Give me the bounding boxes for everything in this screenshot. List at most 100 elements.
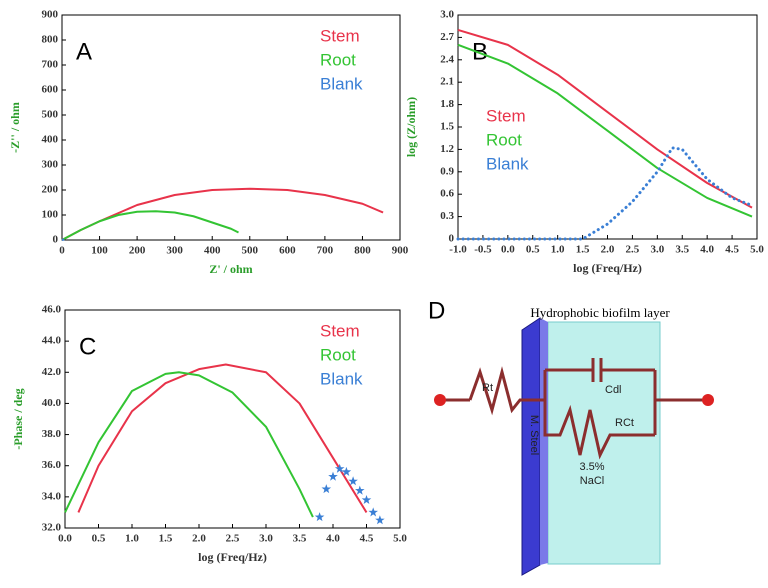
plot-frame: [61, 14, 401, 241]
series-line: [457, 28, 753, 209]
biofilm: [547, 321, 661, 565]
steel-label: M. Steel: [528, 415, 540, 455]
x-tick-label: -1.0: [449, 244, 467, 256]
x-tick-label: 2.0: [601, 244, 615, 256]
terminal: [702, 394, 714, 406]
plot-frame: [64, 309, 401, 529]
y-tick-label: 300: [42, 159, 59, 171]
series-line: [456, 146, 754, 241]
star-marker: [321, 484, 332, 494]
solution-label: NaCl: [580, 475, 604, 487]
x-tick-label: 4.5: [360, 533, 374, 545]
y-tick-label: 44.0: [42, 335, 62, 347]
legend-entry: Blank: [486, 154, 529, 173]
rct-label: RCt: [615, 417, 634, 429]
star-marker: [375, 515, 385, 525]
x-axis-label: Z' / ohm: [209, 262, 252, 276]
y-tick-label: 3.0: [440, 9, 454, 21]
y-tick-label: 40.0: [42, 397, 62, 409]
star-marker: [361, 495, 372, 504]
x-tick-label: 4.0: [326, 533, 340, 545]
chart-panel: 0 100 200 300 400 500 600 700 800 900 0 100 200 300 40…: [8, 9, 409, 276]
x-tick-label: 400: [204, 245, 221, 257]
x-tick-label: 300: [166, 245, 183, 257]
y-tick-label: 600: [42, 84, 59, 96]
y-tick-label: 46.0: [42, 304, 62, 316]
x-axis-label: log (Freq/Hz): [198, 550, 267, 564]
x-tick-label: 0.0: [58, 533, 72, 545]
y-tick-label: 500: [42, 109, 59, 121]
circuit: [442, 358, 706, 460]
panel-label: B: [472, 38, 488, 65]
x-tick-label: 200: [129, 245, 146, 257]
legend-entry: Stem: [320, 321, 360, 340]
x-tick-label: 900: [392, 245, 409, 257]
panel-label: A: [76, 38, 92, 65]
x-tick-label: 0.0: [501, 244, 515, 256]
series-line: [61, 187, 384, 241]
x-tick-label: 2.5: [626, 244, 640, 256]
star-marker: [328, 471, 338, 481]
y-tick-label: 0: [449, 233, 455, 245]
x-tick-label: 3.5: [675, 244, 689, 256]
x-tick-label: 4.5: [725, 244, 739, 256]
cdl-label: Cdl: [605, 384, 622, 396]
legend-entry: Blank: [320, 74, 363, 93]
star-marker: [368, 507, 378, 517]
y-tick-label: 1.5: [440, 121, 454, 133]
x-tick-label: 3.5: [293, 533, 307, 545]
y-tick-label: 38.0: [42, 428, 62, 440]
legend-entry: Stem: [320, 26, 360, 45]
x-tick-label: 100: [91, 245, 108, 257]
y-tick-label: 200: [42, 184, 59, 196]
x-tick-label: 4.0: [700, 244, 714, 256]
panel-label: C: [79, 333, 96, 360]
y-tick-label: 1.2: [440, 143, 454, 155]
y-tick-label: 42.0: [42, 366, 62, 378]
series-line: [457, 43, 753, 218]
x-tick-label: 3.0: [650, 244, 664, 256]
x-tick-label: 1.0: [551, 244, 565, 256]
y-tick-label: 800: [42, 34, 59, 46]
star-marker: [348, 476, 358, 486]
chart-panel: -1.0 -0.5 0.0 0.5 1.0 1.5 2.0 2.5 3.0 3.5 4.0 4.5 5.…: [404, 9, 765, 275]
x-tick-label: 0.5: [92, 533, 106, 545]
y-tick-label: 0: [53, 234, 59, 246]
x-tick-label: 5.0: [750, 244, 764, 256]
y-tick-label: 1.8: [440, 98, 454, 110]
star-marker: [334, 463, 345, 473]
y-axis-label: -Phase / deg: [11, 388, 25, 449]
x-tick-label: 1.5: [159, 533, 173, 545]
x-tick-label: 600: [279, 245, 296, 257]
rt-label: Rt: [482, 382, 493, 394]
y-tick-label: 32.0: [42, 522, 62, 534]
diagram-title: Hydrophobic biofilm layer: [530, 305, 670, 320]
series-line: [61, 210, 239, 241]
y-axis-label: -Z'' / ohm: [8, 102, 22, 153]
star-marker: [314, 512, 325, 522]
y-tick-label: 2.1: [440, 76, 454, 88]
y-tick-label: 0.3: [440, 210, 454, 222]
y-tick-label: 700: [42, 59, 59, 71]
y-tick-label: 36.0: [42, 459, 62, 471]
y-tick-label: 900: [42, 9, 59, 21]
legend-entry: Stem: [486, 106, 526, 125]
x-tick-label: 500: [242, 245, 259, 257]
x-tick-label: 1.0: [125, 533, 139, 545]
y-tick-label: 0.9: [440, 165, 454, 177]
x-tick-label: 2.5: [226, 533, 240, 545]
terminal: [434, 394, 446, 406]
star-marker: [341, 466, 352, 476]
series-line: [77, 363, 368, 513]
legend-entry: Root: [320, 345, 356, 364]
steel-side: [540, 318, 548, 565]
solution-label: 3.5%: [579, 461, 604, 473]
plot-frame: [457, 14, 758, 240]
legend-entry: Blank: [320, 369, 363, 388]
x-tick-label: 2.0: [192, 533, 206, 545]
x-tick-label: 1.5: [576, 244, 590, 256]
y-axis-label: log (Z/ohm): [404, 97, 418, 157]
y-tick-label: 100: [42, 209, 59, 221]
y-tick-label: 2.4: [440, 53, 454, 65]
